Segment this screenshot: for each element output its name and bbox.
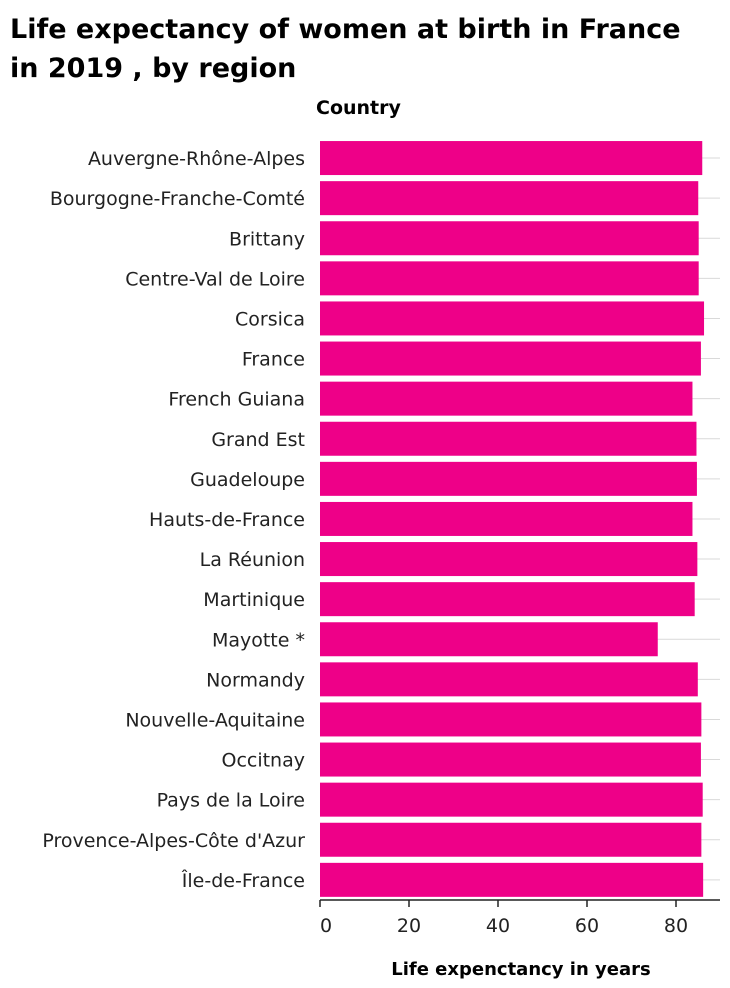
bar-auvergne-rhone-alpes [320, 141, 703, 176]
x-axis-ticks: 0 20 40 60 80 [319, 900, 688, 937]
bar-nouvelle-aquitaine [320, 702, 702, 737]
category-label-auvergne-rhone-alpes: Auvergne-Rhône-Alpes [88, 148, 305, 170]
x-tick-label-20: 20 [397, 915, 421, 937]
x-tick-label-60: 60 [575, 915, 599, 937]
category-label-guadeloupe: Guadeloupe [190, 469, 305, 491]
category-label-ile-de-france: Île-de-France [181, 869, 305, 892]
bar-occitnay [320, 742, 701, 777]
bars [320, 141, 705, 897]
bar-brittany [320, 221, 699, 256]
bar-guadeloupe [320, 461, 697, 496]
bar-hauts-de-france [320, 501, 693, 536]
category-label-brittany: Brittany [229, 228, 305, 250]
category-label-france: France [242, 349, 305, 371]
category-label-bourgogne-franche-comte: Bourgogne-Franche-Comté [50, 188, 305, 210]
bar-la-reunion [320, 542, 698, 577]
bar-french-guiana [320, 381, 693, 416]
bar-ile-de-france [320, 862, 704, 897]
category-label-pays-de-la-loire: Pays de la Loire [157, 790, 305, 812]
category-label-hauts-de-france: Hauts-de-France [149, 509, 305, 531]
bar-martinique [320, 582, 695, 617]
category-label-occitnay: Occitnay [221, 750, 305, 772]
x-tick-label-0: 0 [320, 915, 332, 937]
x-axis-label: Life expenctancy in years [391, 959, 651, 980]
bar-normandy [320, 662, 698, 697]
category-label-mayotte: Mayotte * [212, 629, 305, 651]
bar-provence-alpes-cote-d-azur [320, 822, 702, 857]
category-label-centre-val-de-loire: Centre-Val de Loire [125, 268, 305, 290]
bar-france [320, 341, 701, 376]
category-label-french-guiana: French Guiana [168, 389, 305, 411]
bar-centre-val-de-loire [320, 261, 699, 296]
category-label-grand-est: Grand Est [211, 429, 305, 451]
bar-pays-de-la-loire [320, 782, 703, 817]
category-labels: Auvergne-Rhône-Alpes Bourgogne-Franche-Co… [42, 148, 305, 892]
chart-title-line-2: in 2019 , by region [10, 53, 296, 84]
bar-mayotte [320, 622, 658, 657]
category-label-martinique: Martinique [203, 589, 305, 611]
category-label-nouvelle-aquitaine: Nouvelle-Aquitaine [125, 709, 305, 731]
bar-grand-est [320, 421, 697, 456]
category-label-la-reunion: La Réunion [200, 549, 305, 571]
category-label-normandy: Normandy [206, 669, 305, 691]
x-tick-label-80: 80 [664, 915, 688, 937]
category-label-corsica: Corsica [235, 308, 305, 330]
bar-corsica [320, 301, 705, 336]
bar-bourgogne-franche-comte [320, 181, 699, 216]
chart-title-line-1: Life expectancy of women at birth in Fra… [10, 14, 681, 45]
x-tick-label-40: 40 [486, 915, 510, 937]
y-axis-label: Country [316, 97, 402, 119]
category-label-provence-alpes-cote-d-azur: Provence-Alpes-Côte d'Azur [42, 830, 305, 852]
